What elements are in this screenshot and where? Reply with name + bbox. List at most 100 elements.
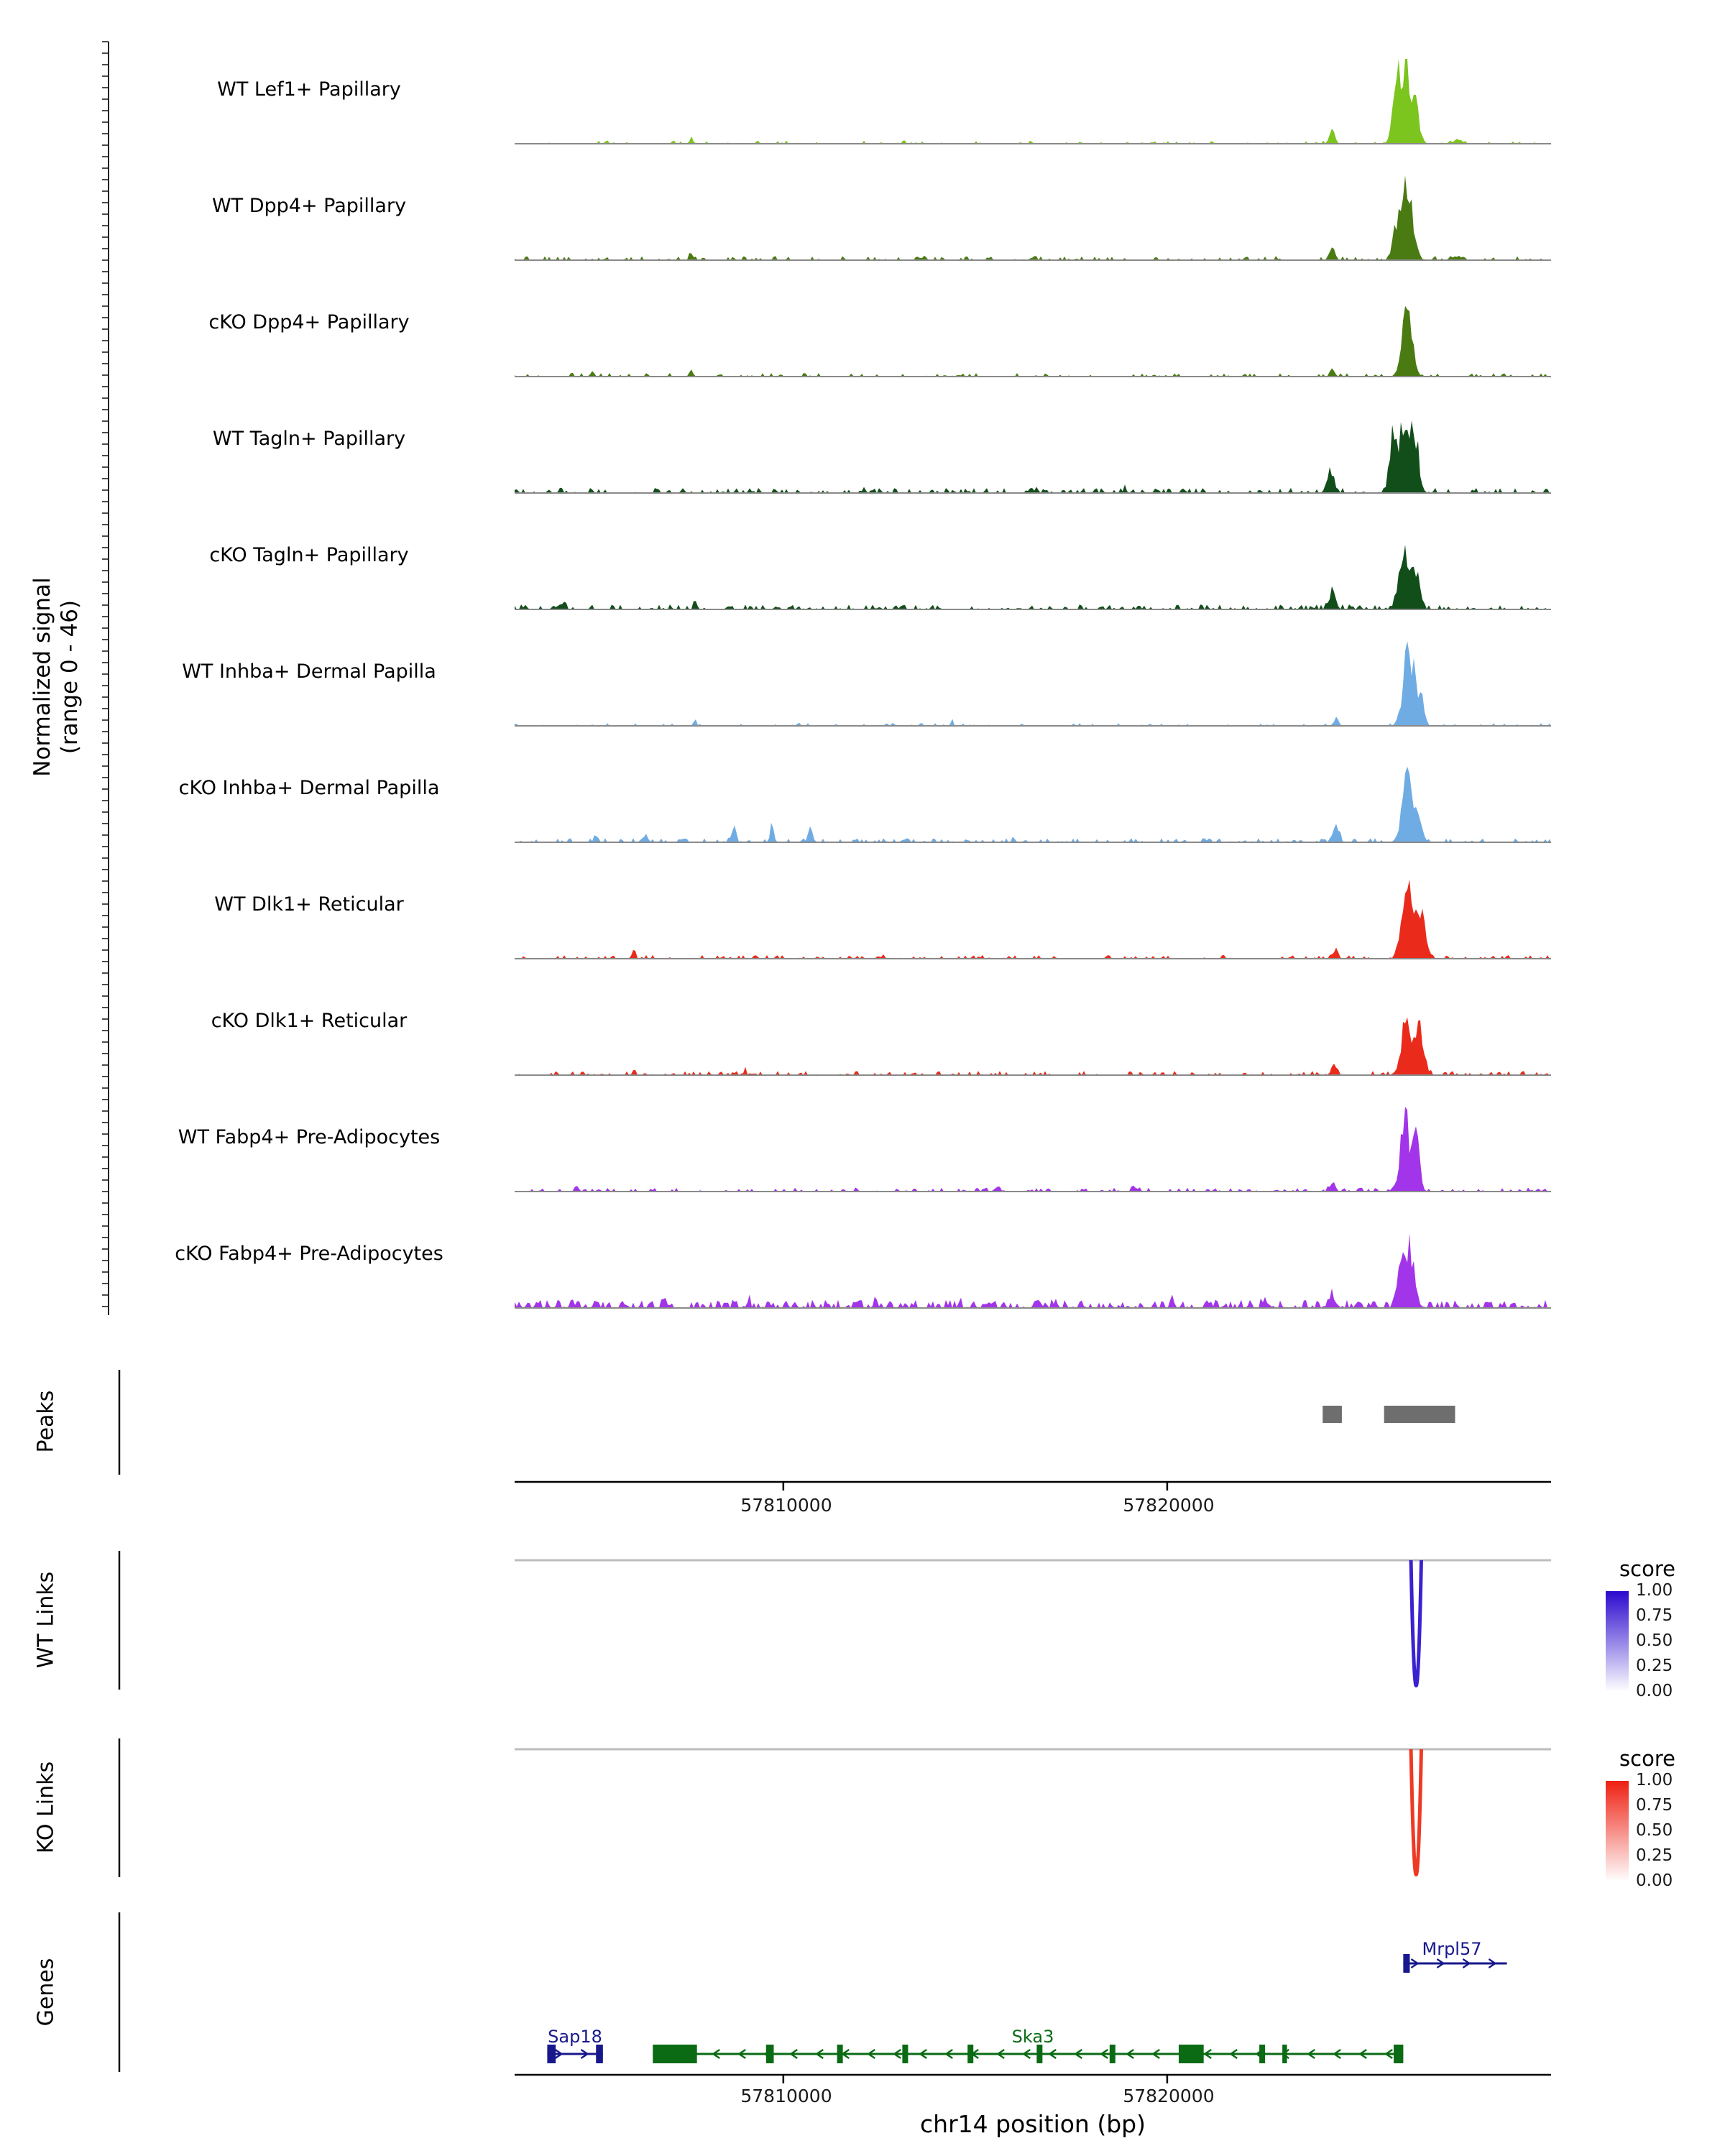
exon-box [1036,2045,1043,2063]
strand-arrow-icon [1126,2049,1134,2059]
signal-area [515,305,1551,377]
gene-label-sap18: Sap18 [548,2027,602,2047]
gene-model-mrpl57 [1403,1954,1507,1973]
strand-arrow-icon [815,2049,824,2059]
ko-score-tick: 0.25 [1636,1846,1673,1865]
genes-panel-label: Genes [33,1958,59,2027]
wt-score-legend-title: score [1619,1557,1675,1581]
strand-arrow-icon [1151,2049,1160,2059]
exon-box [1178,2045,1204,2063]
peak-region [1322,1406,1342,1423]
exon-box [902,2045,908,2063]
exon-box [1109,2045,1116,2063]
peak-region [1384,1406,1455,1423]
gene-model-sap18 [547,2045,603,2063]
x-tick-label: 57820000 [1123,1495,1215,1516]
gene-model-ska3 [653,2045,1404,2063]
exon-box [1259,2045,1266,2063]
gene-label-ska3: Ska3 [1011,2027,1054,2047]
strand-arrow-icon [1074,2049,1082,2059]
strand-arrow-icon [789,2049,798,2059]
track-label: cKO Tagln+ Papillary [209,544,409,566]
exon-box [1282,2045,1287,2063]
signal-axis-label-line2: (range 0 - 46) [57,599,83,755]
exon-box [1394,2045,1404,2063]
ko-score-tick: 0.75 [1636,1796,1673,1815]
track-label: cKO Inhba+ Dermal Papilla [178,777,440,799]
signal-area [515,641,1551,726]
exon-box [765,2045,774,2063]
track-label: WT Tagln+ Papillary [212,428,406,450]
signal-area [515,420,1551,493]
ko-score-tick: 1.00 [1636,1771,1673,1789]
track-label: WT Fabp4+ Pre-Adipocytes [178,1126,441,1148]
exon-box [653,2045,697,2063]
signal-area [515,545,1551,609]
track-label: WT Dlk1+ Reticular [214,893,404,916]
ko-link-arc [1409,1749,1423,1876]
strand-arrow-icon [1436,1958,1445,1968]
gene-label-mrpl57: Mrpl57 [1422,1939,1482,1959]
wt-score-tick: 1.00 [1636,1581,1673,1600]
peaks-panel-label: Peaks [33,1390,59,1453]
track-label: cKO Fabp4+ Pre-Adipocytes [175,1243,443,1265]
strand-arrow-icon [1410,1958,1420,1968]
exon-box [547,2045,556,2063]
signal-area [515,1233,1551,1308]
wt-links-panel-label: WT Links [33,1571,59,1669]
strand-arrow-icon [1462,1958,1471,1968]
signal-area [515,1107,1551,1192]
x-axis-title: chr14 position (bp) [920,2110,1146,2138]
wt-score-colorbar [1606,1591,1629,1692]
strand-arrow-icon [1384,2049,1393,2059]
wt-score-tick: 0.00 [1636,1682,1673,1700]
strand-arrow-icon [1048,2049,1057,2059]
exon-box [1403,1954,1410,1973]
strand-arrow-icon [919,2049,927,2059]
signal-axis-label-line1: Normalized signal [29,577,55,777]
strand-arrow-icon [1488,1958,1497,1968]
strand-arrow-icon [1229,2049,1238,2059]
strand-arrow-icon [580,2049,589,2059]
wt-score-tick: 0.75 [1636,1606,1673,1625]
exon-box [837,2045,843,2063]
track-label: WT Inhba+ Dermal Papilla [182,660,436,683]
strand-arrow-icon [737,2049,746,2059]
signal-area [515,175,1551,260]
strand-arrow-icon [867,2049,875,2059]
ko-score-tick: 0.00 [1636,1871,1673,1890]
signal-area [515,766,1551,842]
x-tick-label: 57820000 [1123,2086,1215,2106]
signal-area [515,59,1551,144]
signal-area [515,1017,1551,1075]
track-label: WT Lef1+ Papillary [217,78,401,101]
track-label: cKO Dlk1+ Reticular [211,1010,408,1032]
ko-score-legend-title: score [1619,1746,1675,1771]
strand-arrow-icon [996,2049,1005,2059]
strand-arrow-icon [554,2049,564,2059]
ko-links-panel-label: KO Links [33,1761,59,1854]
track-label: cKO Dpp4+ Papillary [208,311,410,333]
x-tick-label: 57810000 [740,1495,832,1516]
strand-arrow-icon [1203,2049,1212,2059]
signal-axis-label: Normalized signal (range 0 - 46) [29,404,83,950]
strand-arrow-icon [944,2049,953,2059]
track-label: WT Dpp4+ Papillary [211,195,407,217]
ko-score-tick: 0.50 [1636,1821,1673,1840]
strand-arrow-icon [1358,2049,1367,2059]
strand-arrow-icon [712,2049,720,2059]
wt-score-tick: 0.50 [1636,1631,1673,1650]
strand-arrow-icon [893,2049,901,2059]
signal-area [515,879,1551,959]
strand-arrow-icon [1100,2049,1108,2059]
signal-tracks [515,59,1551,1309]
wt-score-tick: 0.25 [1636,1657,1673,1675]
ko-score-colorbar [1606,1781,1629,1881]
strand-arrow-icon [1022,2049,1031,2059]
wt-link-arc [1409,1560,1423,1687]
exon-box [967,2045,974,2063]
strand-arrow-icon [1333,2049,1341,2059]
strand-arrow-icon [1307,2049,1315,2059]
